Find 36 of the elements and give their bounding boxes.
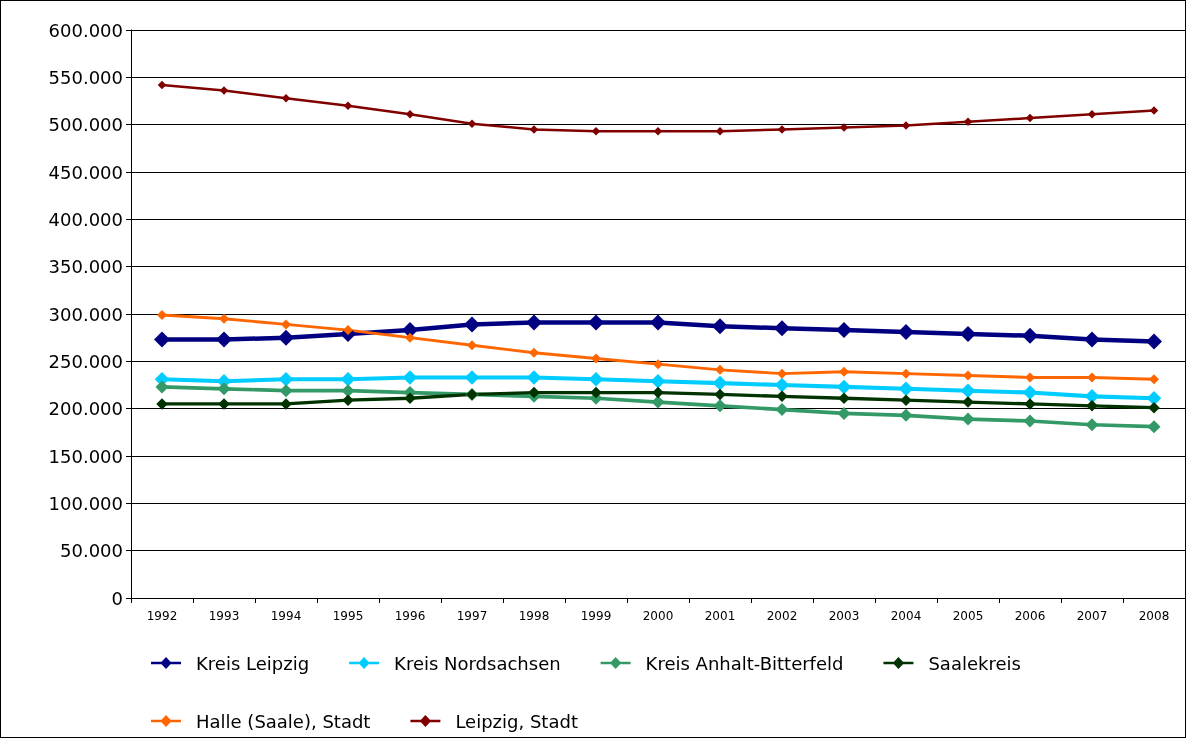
x-tick-label: 2007 — [1076, 609, 1108, 623]
x-tick-label: 1993 — [208, 609, 240, 623]
y-tick-label: 200.000 — [48, 398, 123, 420]
x-tick-label: 2005 — [952, 609, 984, 623]
legend-label: Kreis Anhalt-Bitterfeld — [645, 652, 844, 674]
x-tick-label: 2000 — [642, 609, 674, 623]
y-tick-label: 0 — [111, 587, 123, 609]
y-tick-label: 600.000 — [48, 19, 123, 41]
legend-label: Saalekreis — [928, 652, 1021, 674]
x-tick-label: 1997 — [456, 609, 488, 623]
legend-label: Kreis Leipzig — [196, 652, 310, 674]
y-tick-label: 250.000 — [48, 350, 123, 372]
y-tick-label: 50.000 — [60, 540, 123, 562]
x-tick-label: 1995 — [332, 609, 364, 623]
y-tick-label: 550.000 — [48, 66, 123, 88]
x-tick-label: 2001 — [704, 609, 736, 623]
y-tick-label: 100.000 — [48, 492, 123, 514]
y-tick-label: 450.000 — [48, 161, 123, 183]
y-tick-label: 300.000 — [48, 303, 123, 325]
x-tick-label: 1994 — [270, 609, 302, 623]
legend-label: Kreis Nordsachsen — [394, 652, 561, 674]
x-tick-label: 2003 — [828, 609, 860, 623]
x-tick-label: 2002 — [766, 609, 798, 623]
y-tick-label: 150.000 — [48, 445, 123, 467]
y-tick-label: 350.000 — [48, 256, 123, 278]
legend-label: Halle (Saale), Stadt — [196, 710, 371, 732]
x-tick-label: 1998 — [518, 609, 550, 623]
x-tick-label: 1992 — [146, 609, 178, 623]
y-tick-label: 500.000 — [48, 114, 123, 136]
legend-label: Leipzig, Stadt — [455, 710, 578, 732]
x-tick-label: 2006 — [1014, 609, 1046, 623]
y-tick-label: 400.000 — [48, 208, 123, 230]
x-tick-label: 1996 — [394, 609, 426, 623]
x-tick-label: 2004 — [890, 609, 922, 623]
x-tick-label: 1999 — [580, 609, 612, 623]
x-tick-label: 2008 — [1138, 609, 1170, 623]
